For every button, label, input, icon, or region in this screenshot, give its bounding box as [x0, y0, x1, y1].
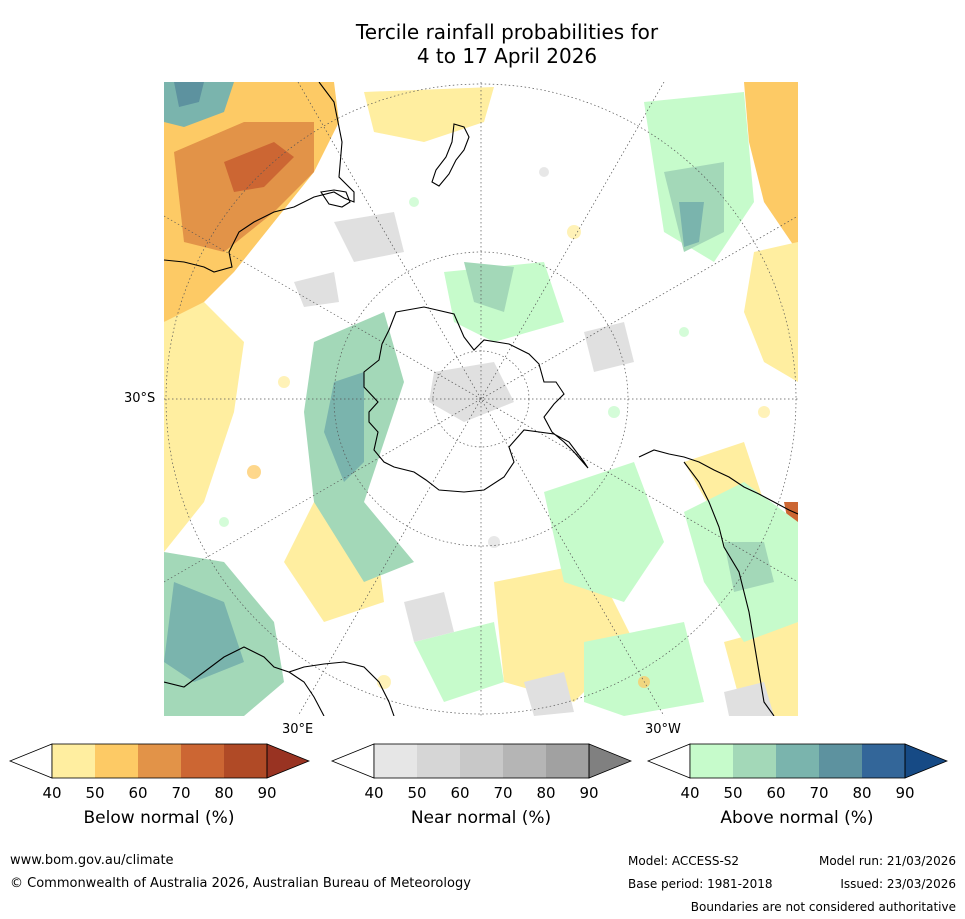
lat-label-30s: 30°S — [124, 391, 156, 406]
tick-label: 90 — [895, 784, 915, 802]
colorbar-bin — [862, 744, 905, 778]
tick-label: 70 — [809, 784, 829, 802]
model-run-date: Model run: 21/03/2026 — [818, 854, 956, 868]
tick-label: 40 — [364, 784, 384, 802]
south-america-coastline — [638, 449, 798, 515]
colorbar-below — [8, 743, 310, 779]
colorbar-above-label: Above normal (%) — [720, 808, 874, 828]
colorbar-extend-low — [646, 743, 691, 779]
website-link[interactable]: www.bom.gov.au/climate — [10, 853, 174, 868]
lon-label-30e: 30°E — [282, 722, 314, 737]
colorbar-below-label: Below normal (%) — [83, 808, 235, 828]
tick-label: 80 — [214, 784, 234, 802]
tick-label: 60 — [766, 784, 786, 802]
colorbar-bin — [776, 744, 819, 778]
colorbar-bin — [503, 744, 546, 778]
colorbar-extend-high — [904, 743, 948, 779]
colorbar-extend-low — [8, 743, 53, 779]
colorbar-frame — [51, 743, 268, 779]
new-zealand-coastline — [431, 123, 470, 187]
issued-date: Issued: 23/03/2026 — [840, 877, 956, 891]
lon-label-30w: 30°W — [645, 722, 681, 737]
colorbar-bin — [374, 744, 417, 778]
tick-label: 60 — [450, 784, 470, 802]
colorbar-extend-low — [330, 743, 375, 779]
map-title: Tercile rainfall probabilities for 4 to … — [0, 20, 965, 68]
boundaries-disclaimer: Boundaries are not considered authoritat… — [690, 900, 956, 914]
near-normal-areas — [294, 212, 774, 716]
tick-label: 50 — [407, 784, 427, 802]
coastlines — [164, 82, 798, 716]
base-period: Base period: 1981-2018 — [628, 877, 773, 891]
colorbar-bin — [690, 744, 733, 778]
model-name: Model: ACCESS-S2 — [628, 854, 740, 868]
tick-label: 50 — [723, 784, 743, 802]
colorbar-near-label: Near normal (%) — [410, 808, 552, 828]
colorbar-bin — [460, 744, 503, 778]
forecast-map — [164, 82, 798, 716]
tick-label: 40 — [680, 784, 700, 802]
colorbar-bin — [819, 744, 862, 778]
above-normal-areas — [164, 82, 798, 716]
colorbar-extend-high — [266, 743, 310, 779]
copyright-notice: © Commonwealth of Australia 2026, Austra… — [10, 876, 471, 891]
colorbar-bin — [181, 744, 224, 778]
colorbar-bin — [224, 744, 267, 778]
colorbar-bin — [95, 744, 138, 778]
graticule — [164, 82, 798, 716]
colorbar-bin — [138, 744, 181, 778]
tick-label: 90 — [257, 784, 277, 802]
colorbar-frame — [689, 743, 906, 779]
tick-label: 70 — [493, 784, 513, 802]
antarctica-coastline — [363, 306, 589, 493]
tick-label: 90 — [579, 784, 599, 802]
colorbar-bin — [546, 744, 589, 778]
speckle-texture — [219, 167, 770, 689]
tick-label: 80 — [852, 784, 872, 802]
colorbar-bin — [417, 744, 460, 778]
colorbar-bin — [52, 744, 95, 778]
colorbar-near — [330, 743, 632, 779]
tick-label: 70 — [171, 784, 191, 802]
colorbar-bin — [733, 744, 776, 778]
title-line-2: 4 to 17 April 2026 — [416, 44, 598, 68]
colorbar-extend-high — [588, 743, 632, 779]
colorbar-above — [646, 743, 948, 779]
tick-label: 40 — [42, 784, 62, 802]
title-line-1: Tercile rainfall probabilities for — [355, 20, 659, 44]
tasmania-coastline — [320, 189, 351, 208]
australia-coastline — [164, 82, 355, 273]
tick-label: 60 — [128, 784, 148, 802]
tick-label: 80 — [536, 784, 556, 802]
colorbar-frame — [373, 743, 590, 779]
tick-label: 50 — [85, 784, 105, 802]
